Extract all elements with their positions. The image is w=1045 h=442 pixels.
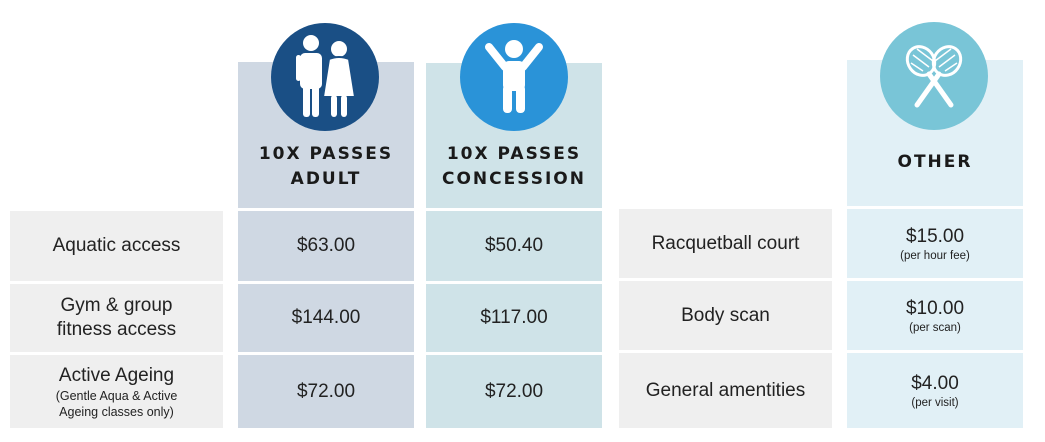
row-label-aquatic: Aquatic access (10, 211, 223, 281)
row-label-gym: Gym & group fitness access (10, 284, 223, 352)
other-price-body-scan: $10.00 (per scan) (905, 297, 965, 334)
concession-column-header: 10X PASSES CONCESSION (442, 144, 586, 189)
concession-price-gym: $117.00 (480, 307, 548, 328)
concession-price-aquatic: $50.40 (484, 235, 544, 256)
row-label-active-ageing: Active Ageing (Gentle Aqua & Active Agei… (10, 355, 223, 428)
concession-price-active-ageing: $72.00 (484, 380, 544, 402)
row-label-racquetball: Racquetball court (619, 209, 832, 278)
adult-price-aquatic: $63.00 (296, 235, 356, 256)
adult-column-header: 10X PASSES ADULT (258, 144, 394, 189)
adult-couple-icon (271, 23, 379, 131)
other-price-racquetball: $15.00 (per hour fee) (900, 225, 970, 262)
row-label-general-amenities: General amentities (619, 353, 832, 428)
tennis-rackets-icon (880, 22, 988, 130)
other-price-general-amenities: $4.00 (per visit) (911, 372, 959, 409)
adult-price-active-ageing: $72.00 (296, 380, 356, 402)
row-label-body-scan: Body scan (619, 281, 832, 350)
adult-price-gym: $144.00 (291, 307, 361, 328)
child-icon (460, 23, 568, 131)
other-column-header: OTHER (897, 152, 973, 172)
